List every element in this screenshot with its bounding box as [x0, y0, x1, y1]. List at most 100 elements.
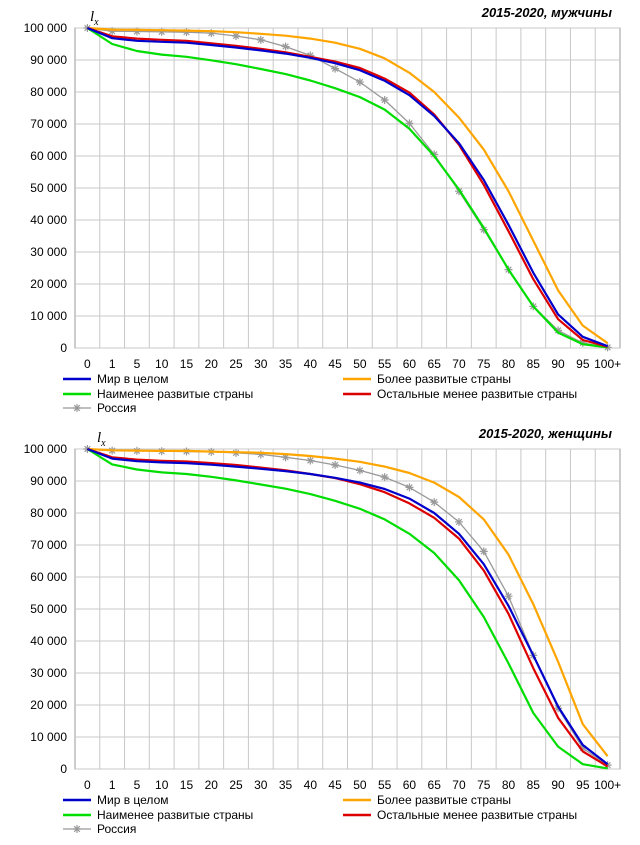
data-point	[603, 343, 612, 352]
legend: Мир в целом Более развитые страны Наименее…	[63, 372, 577, 415]
x-tick-label: 100+	[594, 778, 621, 792]
x-tick-label: 60	[403, 357, 417, 371]
data-point	[132, 27, 141, 36]
x-tick-label: 65	[428, 357, 442, 371]
chart-title: 2015-2020, мужчины	[481, 5, 612, 20]
x-tick-label: 85	[527, 357, 541, 371]
legend-item: Мир в целом	[63, 372, 169, 386]
data-point	[83, 445, 92, 453]
legend-item: Россия	[63, 401, 136, 415]
x-tick-label: 75	[477, 357, 491, 371]
y-tick-label: 60 000	[30, 149, 67, 163]
legend-marker	[73, 404, 81, 412]
data-point	[430, 498, 439, 507]
data-point	[355, 78, 364, 87]
series-line	[86, 448, 608, 770]
x-tick-label: 15	[180, 778, 194, 792]
y-tick-label: 10 000	[30, 309, 67, 323]
x-tick-label: 60	[403, 778, 417, 792]
y-tick-label: 100 000	[24, 21, 68, 35]
series-line	[86, 26, 608, 348]
legend-item: Наименее развитые страны	[63, 387, 253, 401]
x-tick-label: 45	[328, 357, 342, 371]
legend-label: Мир в целом	[97, 372, 169, 386]
x-tick-label: 25	[229, 778, 243, 792]
legend-item: Россия	[63, 822, 136, 836]
legend-label: Россия	[97, 822, 136, 836]
data-point	[83, 24, 92, 32]
series-3	[87, 26, 608, 348]
data-point	[331, 461, 340, 469]
data-point	[479, 547, 488, 556]
x-tick-label: 5	[134, 357, 141, 371]
y-tick-label: 80 000	[30, 506, 67, 520]
x-tick-label: 50	[353, 778, 367, 792]
x-tick-label: 30	[254, 778, 268, 792]
x-tick-label: 50	[353, 357, 367, 371]
data-point	[256, 450, 265, 459]
series-line	[87, 447, 609, 757]
data-point	[578, 338, 587, 347]
x-tick-label: 20	[205, 778, 219, 792]
series-line	[86, 27, 608, 349]
data-point	[157, 27, 166, 36]
y-tick-label: 40 000	[30, 634, 67, 648]
y-axis-label-main: l	[90, 9, 94, 25]
x-tick-label: 35	[279, 778, 293, 792]
y-tick-label: 50 000	[30, 602, 67, 616]
chart-title: 2015-2020, женщины	[478, 426, 612, 441]
legend-label: Россия	[97, 401, 136, 415]
x-tick-label: 80	[502, 357, 516, 371]
grid	[75, 27, 620, 349]
x-tick-label: 10	[155, 357, 169, 371]
data-point	[306, 51, 315, 60]
data-point	[454, 517, 463, 526]
legend-label: Остальные менее развитые страны	[377, 387, 577, 401]
data-point	[207, 29, 216, 38]
x-tick-label: 0	[84, 778, 91, 792]
y-tick-label: 30 000	[30, 666, 67, 680]
data-point	[380, 473, 389, 482]
y-axis-label: lx	[90, 9, 99, 28]
legend-label: Наименее развитые страны	[97, 808, 253, 822]
x-tick-label: 95	[576, 778, 590, 792]
x-tick-label: 95	[576, 357, 590, 371]
series-2	[86, 448, 608, 770]
legend: Мир в целом Более развитые страны Наименее…	[63, 793, 577, 836]
series-1	[87, 26, 609, 345]
grid	[75, 448, 620, 770]
x-tick-label: 30	[254, 357, 268, 371]
x-tick-label: 55	[378, 357, 392, 371]
chart-panel-2: 0 10 000 20 000 30 000 40 000 50 000 60 000 70 …	[24, 426, 622, 836]
data-point	[578, 744, 587, 753]
x-tick-label: 45	[328, 778, 342, 792]
data-point	[182, 28, 191, 37]
x-tick-label: 35	[279, 357, 293, 371]
x-tick-label: 70	[452, 357, 466, 371]
x-tick-label: 80	[502, 778, 516, 792]
y-tick-label: 30 000	[30, 245, 67, 259]
legend-item: Более развитые страны	[343, 372, 511, 386]
x-tick-label: 100+	[594, 357, 621, 371]
series-line	[87, 26, 609, 345]
legend-item: Мир в целом	[63, 793, 169, 807]
y-tick-label: 90 000	[30, 474, 67, 488]
data-point	[108, 27, 117, 36]
y-tick-label: 20 000	[30, 698, 67, 712]
data-point	[405, 119, 414, 128]
x-tick-label: 5	[134, 778, 141, 792]
series-2	[86, 27, 608, 349]
data-point	[281, 453, 290, 462]
y-tick-label: 40 000	[30, 213, 67, 227]
series-1	[87, 447, 609, 757]
legend-label: Мир в целом	[97, 793, 169, 807]
data-point	[504, 592, 513, 601]
series-line	[87, 26, 608, 348]
y-tick-label: 70 000	[30, 538, 67, 552]
legend-label: Более развитые страны	[377, 793, 511, 807]
x-tick-label: 1	[109, 778, 116, 792]
x-tick-label: 55	[378, 778, 392, 792]
y-tick-label: 20 000	[30, 277, 67, 291]
y-tick-label: 90 000	[30, 53, 67, 67]
x-tick-label: 15	[180, 357, 194, 371]
